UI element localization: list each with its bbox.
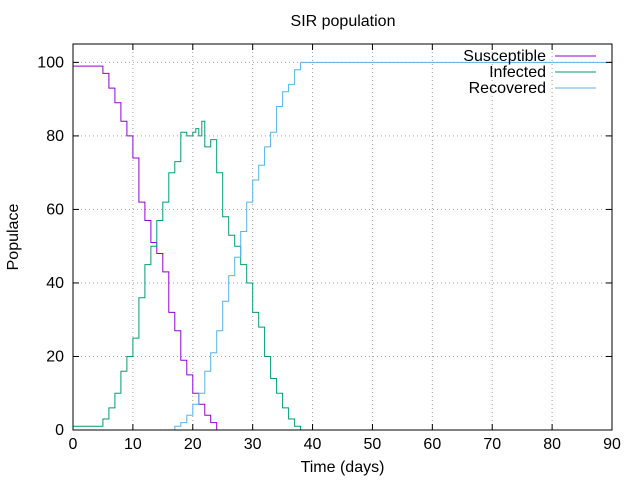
series-layer xyxy=(73,61,612,431)
y-tick-label: 100 xyxy=(37,54,64,71)
y-tick-label: 40 xyxy=(46,275,64,292)
series-line-recovered xyxy=(150,61,612,431)
x-tick-label: 40 xyxy=(304,436,322,453)
legend-label-susceptible: Susceptible xyxy=(463,48,546,65)
grid xyxy=(73,44,612,430)
y-tick-label: 0 xyxy=(55,422,64,439)
x-tick-label: 80 xyxy=(543,436,561,453)
plot-frame xyxy=(72,43,613,431)
y-tick-label: 80 xyxy=(46,128,64,145)
series-line-susceptible xyxy=(73,65,218,430)
x-tick-label: 30 xyxy=(244,436,262,453)
x-tick-label: 70 xyxy=(483,436,501,453)
y-tick-label: 60 xyxy=(46,201,64,218)
y-axis-label: Populace xyxy=(5,204,22,271)
legend-label-infected: Infected xyxy=(489,64,546,81)
x-tick-label: 90 xyxy=(603,436,621,453)
x-tick-label: 50 xyxy=(364,436,382,453)
x-tick-label: 0 xyxy=(69,436,78,453)
x-axis-label: Time (days) xyxy=(301,459,385,476)
legend-label-recovered: Recovered xyxy=(469,80,546,97)
x-tick-label: 10 xyxy=(124,436,142,453)
x-tick-label: 20 xyxy=(184,436,202,453)
x-tick-label: 60 xyxy=(423,436,441,453)
chart-title: SIR population xyxy=(291,13,396,30)
y-tick-label: 20 xyxy=(46,348,64,365)
axis-ticks: 0 10 20 30 40 50 60 70 80 90 0 20 40 60 80 100 xyxy=(37,44,621,453)
series-line-infected xyxy=(73,120,302,430)
